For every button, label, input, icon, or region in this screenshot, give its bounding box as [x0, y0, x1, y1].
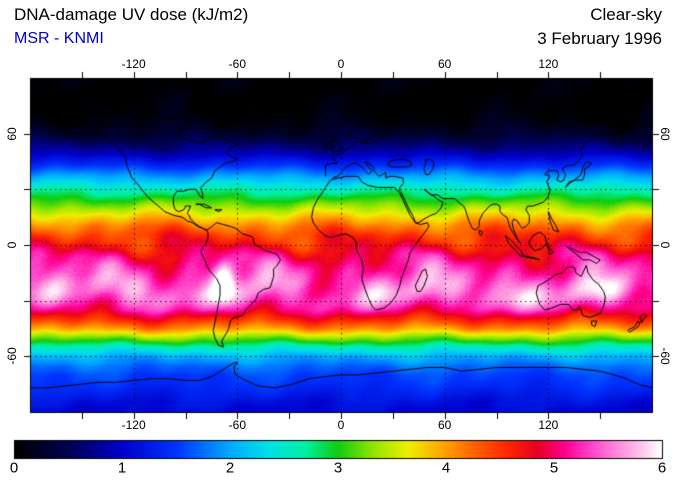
lat-tick-label-left: -60: [5, 347, 19, 365]
date-label: 3 February 1996: [537, 29, 662, 48]
lon-tick-label-bottom: 60: [437, 418, 452, 432]
lon-tick-label-top: 120: [538, 57, 559, 71]
lon-tick-label-bottom: 120: [538, 418, 559, 432]
lon-tick-label-bottom: -60: [228, 418, 246, 432]
colorbar-tick-label: 2: [225, 459, 235, 477]
lat-tick-label-right: 60: [658, 126, 672, 141]
lon-tick-label-top: -60: [228, 57, 246, 71]
lon-tick-label-top: 0: [337, 57, 345, 71]
colorbar-tick-label: 3: [333, 459, 343, 477]
condition-label: Clear-sky: [590, 5, 662, 24]
colorbar-tick-label: 5: [549, 459, 559, 477]
lon-tick-label-bottom: 0: [337, 418, 345, 432]
lat-tick-label-right: -60: [658, 347, 672, 365]
lon-tick-label-top: -120: [121, 57, 146, 71]
source-label: MSR - KNMI: [14, 30, 104, 47]
colorbar-tick-label: 6: [657, 459, 667, 477]
lon-tick-label-top: 60: [437, 57, 452, 71]
lon-tick-label-bottom: -120: [121, 418, 146, 432]
lat-tick-label-left: 60: [5, 126, 19, 141]
page-title: DNA-damage UV dose (kJ/m2): [14, 5, 249, 24]
colorbar-tick-label: 1: [117, 459, 127, 477]
colorbar-tick-label: 0: [9, 459, 19, 477]
lat-tick-label-left: 0: [5, 241, 19, 249]
lat-tick-label-right: 0: [658, 241, 672, 249]
colorbar-tick-label: 4: [441, 459, 451, 477]
